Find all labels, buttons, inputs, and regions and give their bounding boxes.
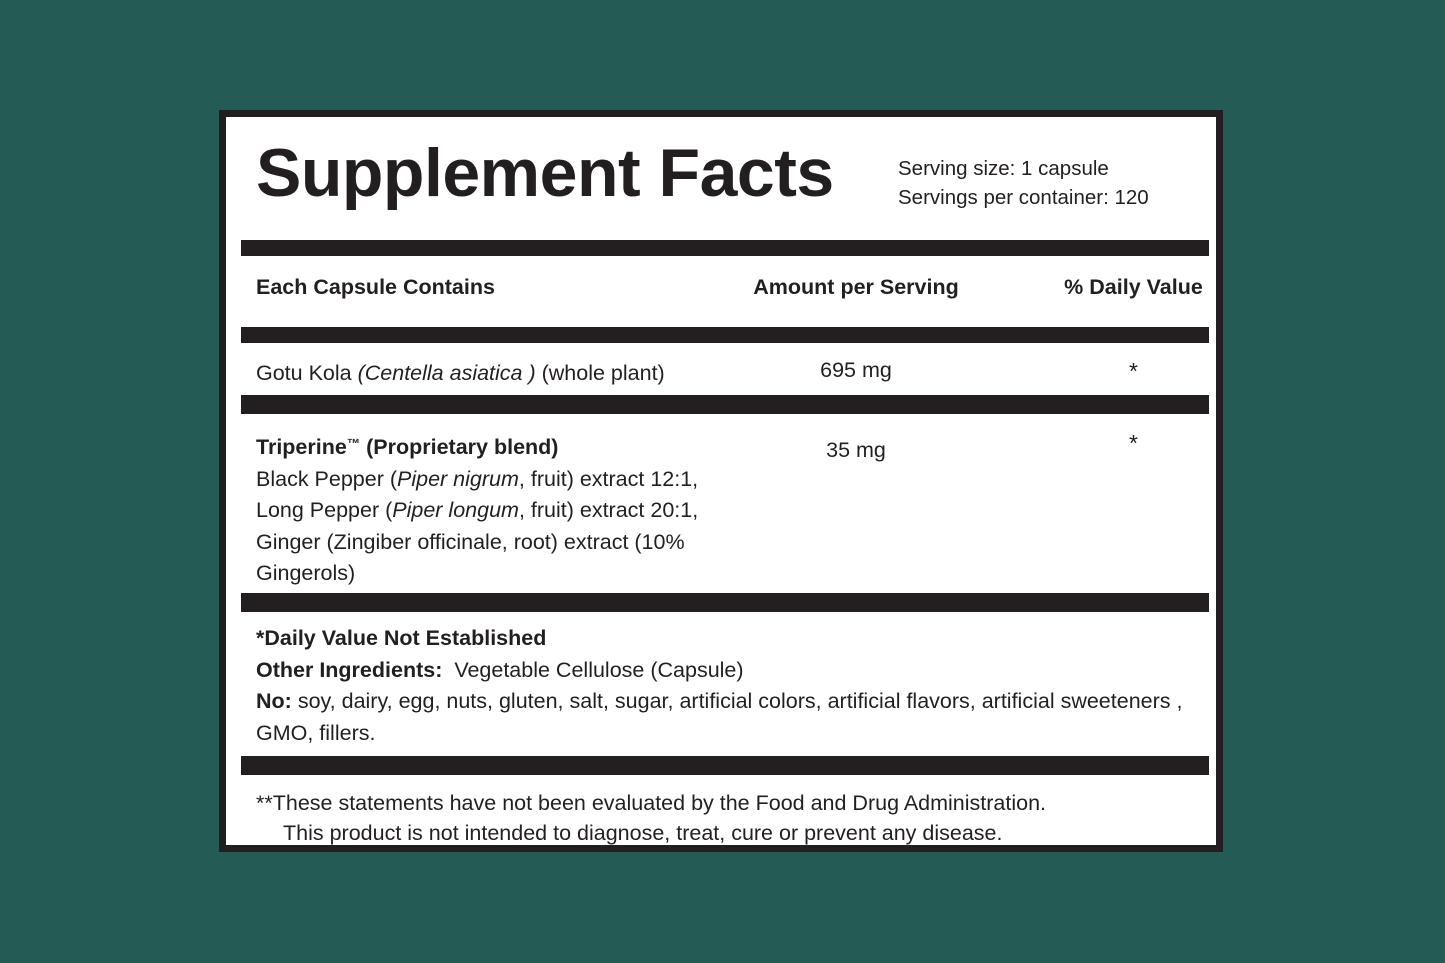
fda-disclaimer-line-2: This product is not intended to diagnose… bbox=[283, 821, 1003, 845]
blend-line-1-latin: Piper nigrum bbox=[397, 466, 519, 491]
other-ingredients: Other Ingredients: Vegetable Cellulose (… bbox=[256, 655, 1191, 687]
blend-line-2-prefix: Long Pepper ( bbox=[256, 498, 393, 523]
column-header-amount: Amount per Serving bbox=[753, 275, 959, 299]
ingredient-daily-value: * bbox=[1129, 358, 1138, 384]
column-header-daily-value: % Daily Value bbox=[1064, 275, 1203, 299]
ingredient-name: Gotu Kola (Centella asiatica ) (whole pl… bbox=[256, 358, 726, 390]
blend-title-text: Triperine bbox=[256, 435, 347, 460]
blend-line-2: Long Pepper (Piper longum, fruit) extrac… bbox=[256, 495, 726, 527]
ingredient-name-suffix: (whole plant) bbox=[535, 361, 665, 385]
blend-line-1-suffix: , fruit) extract 12:1, bbox=[518, 466, 699, 491]
blend-title-rest: (Proprietary blend) bbox=[360, 435, 559, 460]
footnotes: *Daily Value Not Established Other Ingre… bbox=[256, 623, 1191, 749]
servings-per-container: Servings per container: 120 bbox=[898, 186, 1149, 209]
blend-amount: 35 mg bbox=[826, 438, 886, 462]
trademark-symbol: ™ bbox=[346, 436, 361, 451]
blend-line-1: Black Pepper (Piper nigrum, fruit) extra… bbox=[256, 464, 726, 496]
fda-disclaimer-line-1: **These statements have not been evaluat… bbox=[256, 791, 1047, 815]
ingredient-name-plain: Gotu Kola bbox=[256, 361, 358, 385]
column-header-name: Each Capsule Contains bbox=[256, 275, 495, 299]
serving-info: Serving size: 1 capsule Servings per con… bbox=[898, 154, 1149, 212]
blend-name: Triperine™ (Proprietary blend) Black Pep… bbox=[256, 428, 726, 590]
blend-title: Triperine™ (Proprietary blend) bbox=[256, 428, 726, 464]
blend-line-1-prefix: Black Pepper ( bbox=[256, 466, 398, 491]
daily-value-note: *Daily Value Not Established bbox=[256, 623, 1191, 655]
divider-bar-columns bbox=[241, 327, 1209, 343]
free-from: No: soy, dairy, egg, nuts, gluten, salt,… bbox=[256, 686, 1191, 749]
divider-bar-row-2 bbox=[241, 593, 1209, 612]
blend-line-2-latin: Piper longum bbox=[392, 498, 519, 523]
fda-disclaimer: **These statements have not been evaluat… bbox=[256, 788, 1206, 845]
serving-size: Serving size: 1 capsule bbox=[898, 157, 1109, 180]
ingredient-name-latin: (Centella asiatica ) bbox=[357, 361, 536, 385]
divider-bar-footer bbox=[241, 756, 1209, 775]
other-ingredients-value: Vegetable Cellulose (Capsule) bbox=[454, 657, 744, 682]
blend-line-3: Ginger (Zingiber officinale, root) extra… bbox=[256, 529, 685, 586]
label-header: Supplement Facts Serving size: 1 capsule… bbox=[226, 117, 1216, 239]
other-ingredients-label: Other Ingredients: bbox=[256, 657, 443, 682]
label-inner-panel: Supplement Facts Serving size: 1 capsule… bbox=[226, 117, 1216, 845]
divider-bar-header bbox=[241, 240, 1209, 256]
supplement-facts-label: Supplement Facts Serving size: 1 capsule… bbox=[219, 110, 1223, 852]
ingredient-amount: 695 mg bbox=[820, 358, 892, 382]
blend-daily-value: * bbox=[1129, 430, 1138, 456]
column-header-row: Each Capsule Contains Amount per Serving… bbox=[226, 275, 1216, 315]
free-from-label: No: bbox=[256, 689, 292, 713]
daily-value-note-text: *Daily Value Not Established bbox=[256, 626, 547, 650]
free-from-value: soy, dairy, egg, nuts, gluten, salt, sug… bbox=[256, 689, 1183, 745]
blend-line-2-suffix: , fruit) extract 20:1, bbox=[518, 498, 699, 523]
divider-bar-row-1 bbox=[241, 395, 1209, 414]
page-title: Supplement Facts bbox=[256, 135, 834, 211]
